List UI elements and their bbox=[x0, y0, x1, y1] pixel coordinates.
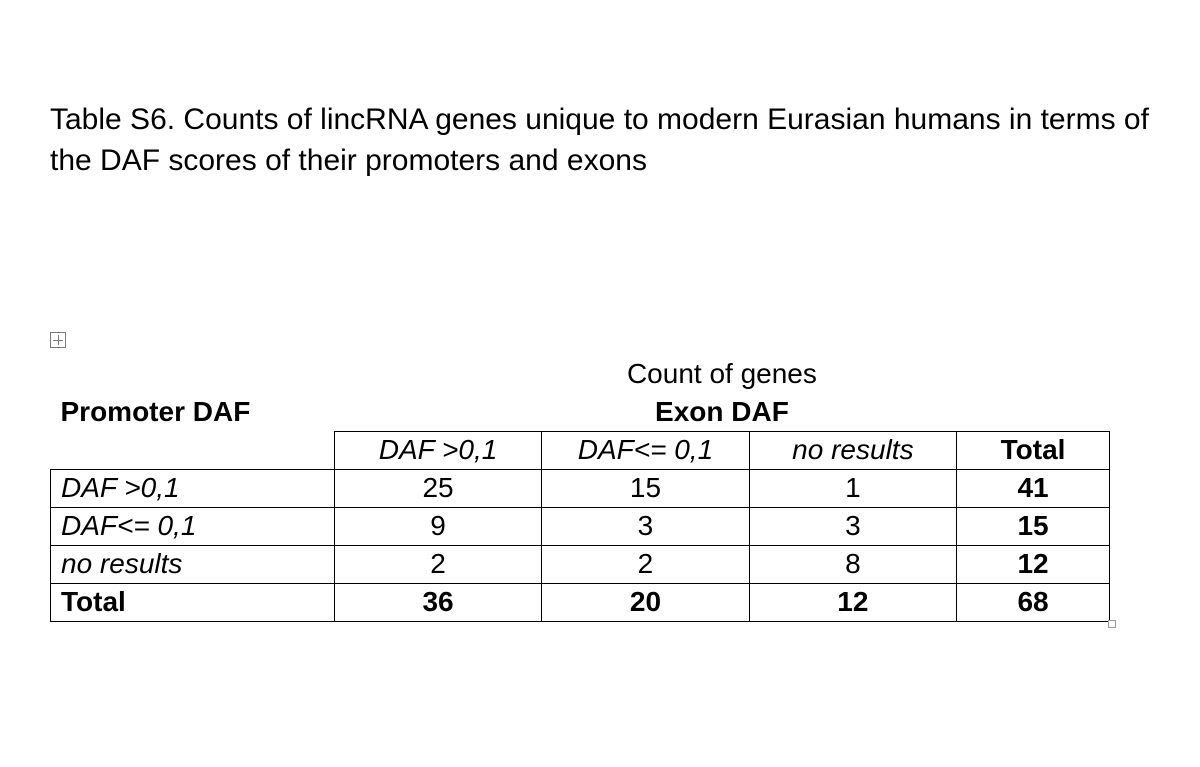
table-anchor-row bbox=[50, 331, 1150, 349]
cell-value: 25 bbox=[422, 472, 453, 503]
move-table-icon[interactable] bbox=[50, 332, 66, 348]
data-cell: 1 bbox=[749, 469, 956, 507]
cell-value: 3 bbox=[845, 510, 861, 541]
page: Table S6. Counts of lincRNA genes unique… bbox=[0, 0, 1200, 672]
cell-value: 68 bbox=[1017, 586, 1048, 617]
data-cell: 2 bbox=[542, 545, 749, 583]
column-header-cell: DAF<= 0,1 bbox=[542, 431, 749, 469]
super-header-cell: Count of genes bbox=[334, 355, 1109, 393]
column-header-label: no results bbox=[792, 434, 913, 465]
cell-value: 3 bbox=[638, 510, 654, 541]
data-cell: 20 bbox=[542, 583, 749, 621]
data-cell: 12 bbox=[749, 583, 956, 621]
column-header-label: DAF<= 0,1 bbox=[578, 434, 713, 465]
row-dimension-label: Promoter DAF bbox=[61, 396, 251, 427]
row-header-cell: no results bbox=[51, 545, 335, 583]
data-cell: 2 bbox=[334, 545, 541, 583]
table-row: Promoter DAF Exon DAF bbox=[51, 393, 1110, 431]
crosstab-table: Count of genes Promoter DAF Exon DAF DAF… bbox=[50, 355, 1110, 622]
row-header-label: no results bbox=[61, 548, 182, 579]
cell-value: 36 bbox=[422, 586, 453, 617]
resize-handle-icon[interactable] bbox=[1108, 620, 1116, 628]
row-header-label: DAF<= 0,1 bbox=[61, 510, 196, 541]
row-total-cell: 12 bbox=[957, 545, 1110, 583]
data-cell: 8 bbox=[749, 545, 956, 583]
table-caption: Table S6. Counts of lincRNA genes unique… bbox=[50, 100, 1150, 181]
col-dimension-cell: Exon DAF bbox=[334, 393, 1109, 431]
data-cell: 3 bbox=[749, 507, 956, 545]
table-row: no results 2 2 8 12 bbox=[51, 545, 1110, 583]
empty-cell bbox=[51, 431, 335, 469]
cell-value: 9 bbox=[430, 510, 446, 541]
super-header-label: Count of genes bbox=[627, 358, 817, 389]
row-header-cell: DAF<= 0,1 bbox=[51, 507, 335, 545]
table-row: DAF<= 0,1 9 3 3 15 bbox=[51, 507, 1110, 545]
table-row: Total 36 20 12 68 bbox=[51, 583, 1110, 621]
cell-value: 12 bbox=[1017, 548, 1048, 579]
cell-value: 2 bbox=[430, 548, 446, 579]
data-cell: 15 bbox=[542, 469, 749, 507]
cell-value: 15 bbox=[630, 472, 661, 503]
cell-value: 1 bbox=[845, 472, 861, 503]
column-header-label: DAF >0,1 bbox=[379, 434, 498, 465]
row-header-cell: Total bbox=[51, 583, 335, 621]
empty-cell bbox=[51, 355, 335, 393]
col-dimension-label: Exon DAF bbox=[655, 396, 789, 427]
table-row: DAF >0,1 DAF<= 0,1 no results Total bbox=[51, 431, 1110, 469]
data-cell: 9 bbox=[334, 507, 541, 545]
column-header-cell: DAF >0,1 bbox=[334, 431, 541, 469]
cell-value: 20 bbox=[630, 586, 661, 617]
total-column-label: Total bbox=[1001, 434, 1066, 465]
grand-total-cell: 68 bbox=[957, 583, 1110, 621]
row-header-label: Total bbox=[61, 586, 126, 617]
cell-value: 41 bbox=[1017, 472, 1048, 503]
data-cell: 25 bbox=[334, 469, 541, 507]
row-total-cell: 15 bbox=[957, 507, 1110, 545]
cell-value: 12 bbox=[837, 586, 868, 617]
data-cell: 36 bbox=[334, 583, 541, 621]
row-dimension-cell: Promoter DAF bbox=[51, 393, 335, 431]
row-total-cell: 41 bbox=[957, 469, 1110, 507]
column-header-cell: Total bbox=[957, 431, 1110, 469]
data-cell: 3 bbox=[542, 507, 749, 545]
cell-value: 2 bbox=[638, 548, 654, 579]
table-row: Count of genes bbox=[51, 355, 1110, 393]
column-header-cell: no results bbox=[749, 431, 956, 469]
row-header-cell: DAF >0,1 bbox=[51, 469, 335, 507]
row-header-label: DAF >0,1 bbox=[61, 472, 180, 503]
cell-value: 8 bbox=[845, 548, 861, 579]
table-wrapper: Count of genes Promoter DAF Exon DAF DAF… bbox=[50, 355, 1110, 622]
cell-value: 15 bbox=[1017, 510, 1048, 541]
table-row: DAF >0,1 25 15 1 41 bbox=[51, 469, 1110, 507]
